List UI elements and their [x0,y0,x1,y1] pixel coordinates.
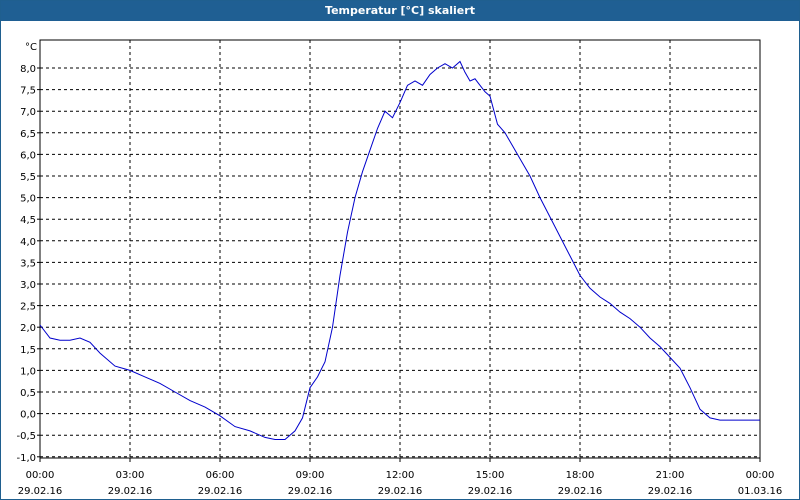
x-tick-time-label: 18:00 [566,470,595,481]
x-tick-time-label: 03:00 [116,470,145,481]
x-tick-date-label: 01.03.16 [738,486,783,497]
x-tick-time-label: 21:00 [656,470,685,481]
y-tick-label: 4,5 [20,215,36,226]
temperature-series-line [39,60,760,440]
x-tick-date-label: 29.02.16 [378,486,423,497]
x-tick-time-label: 00:00 [746,470,775,481]
x-tick-date-label: 29.02.16 [198,486,243,497]
y-tick-label: 7,0 [20,107,36,118]
y-tick-label: 8,0 [20,64,36,75]
y-tick-label: 1,0 [20,366,36,377]
y-tick-label: -0,5 [16,431,36,442]
x-tick-time-label: 06:00 [206,470,235,481]
x-tick-time-label: 00:00 [26,470,55,481]
y-tick-label: 5,0 [20,194,36,205]
y-axis: 8,0 7,5 7,0 6,5 6,0 5,5 5,0 4,5 4,0 3,5 3,0 2,5 2,0 1… [16,64,40,464]
x-tick-date-label: 29.02.16 [648,486,693,497]
y-tick-label: 7,5 [20,86,36,97]
window-title: Temperatur [°C] skaliert [1,1,799,21]
y-tick-label: 4,0 [20,237,36,248]
x-axis: 00:00 29.02.16 03:00 29.02.16 06:00 29.02.16 0… [18,458,783,497]
y-tick-label: 3,5 [20,258,36,269]
y-tick-label: 6,5 [20,129,36,140]
x-tick-date-label: 29.02.16 [468,486,513,497]
x-tick-date-label: 29.02.16 [18,486,63,497]
y-tick-label: 2,0 [20,323,36,334]
y-tick-label: 0,0 [20,410,36,421]
y-unit-label: °C [25,42,37,53]
y-tick-label: 0,5 [20,388,36,399]
grid [40,40,760,458]
y-tick-label: 6,0 [20,150,36,161]
y-tick-label: 3,0 [20,280,36,291]
y-tick-label: 5,5 [20,172,36,183]
x-tick-time-label: 15:00 [476,470,505,481]
x-tick-time-label: 09:00 [296,470,325,481]
y-tick-label: -1,0 [16,453,36,464]
y-tick-label: 1,5 [20,345,36,356]
x-tick-date-label: 29.02.16 [108,486,153,497]
x-tick-time-label: 12:00 [386,470,415,481]
x-tick-date-label: 29.02.16 [288,486,333,497]
x-tick-date-label: 29.02.16 [558,486,603,497]
y-tick-label: 2,5 [20,302,36,313]
